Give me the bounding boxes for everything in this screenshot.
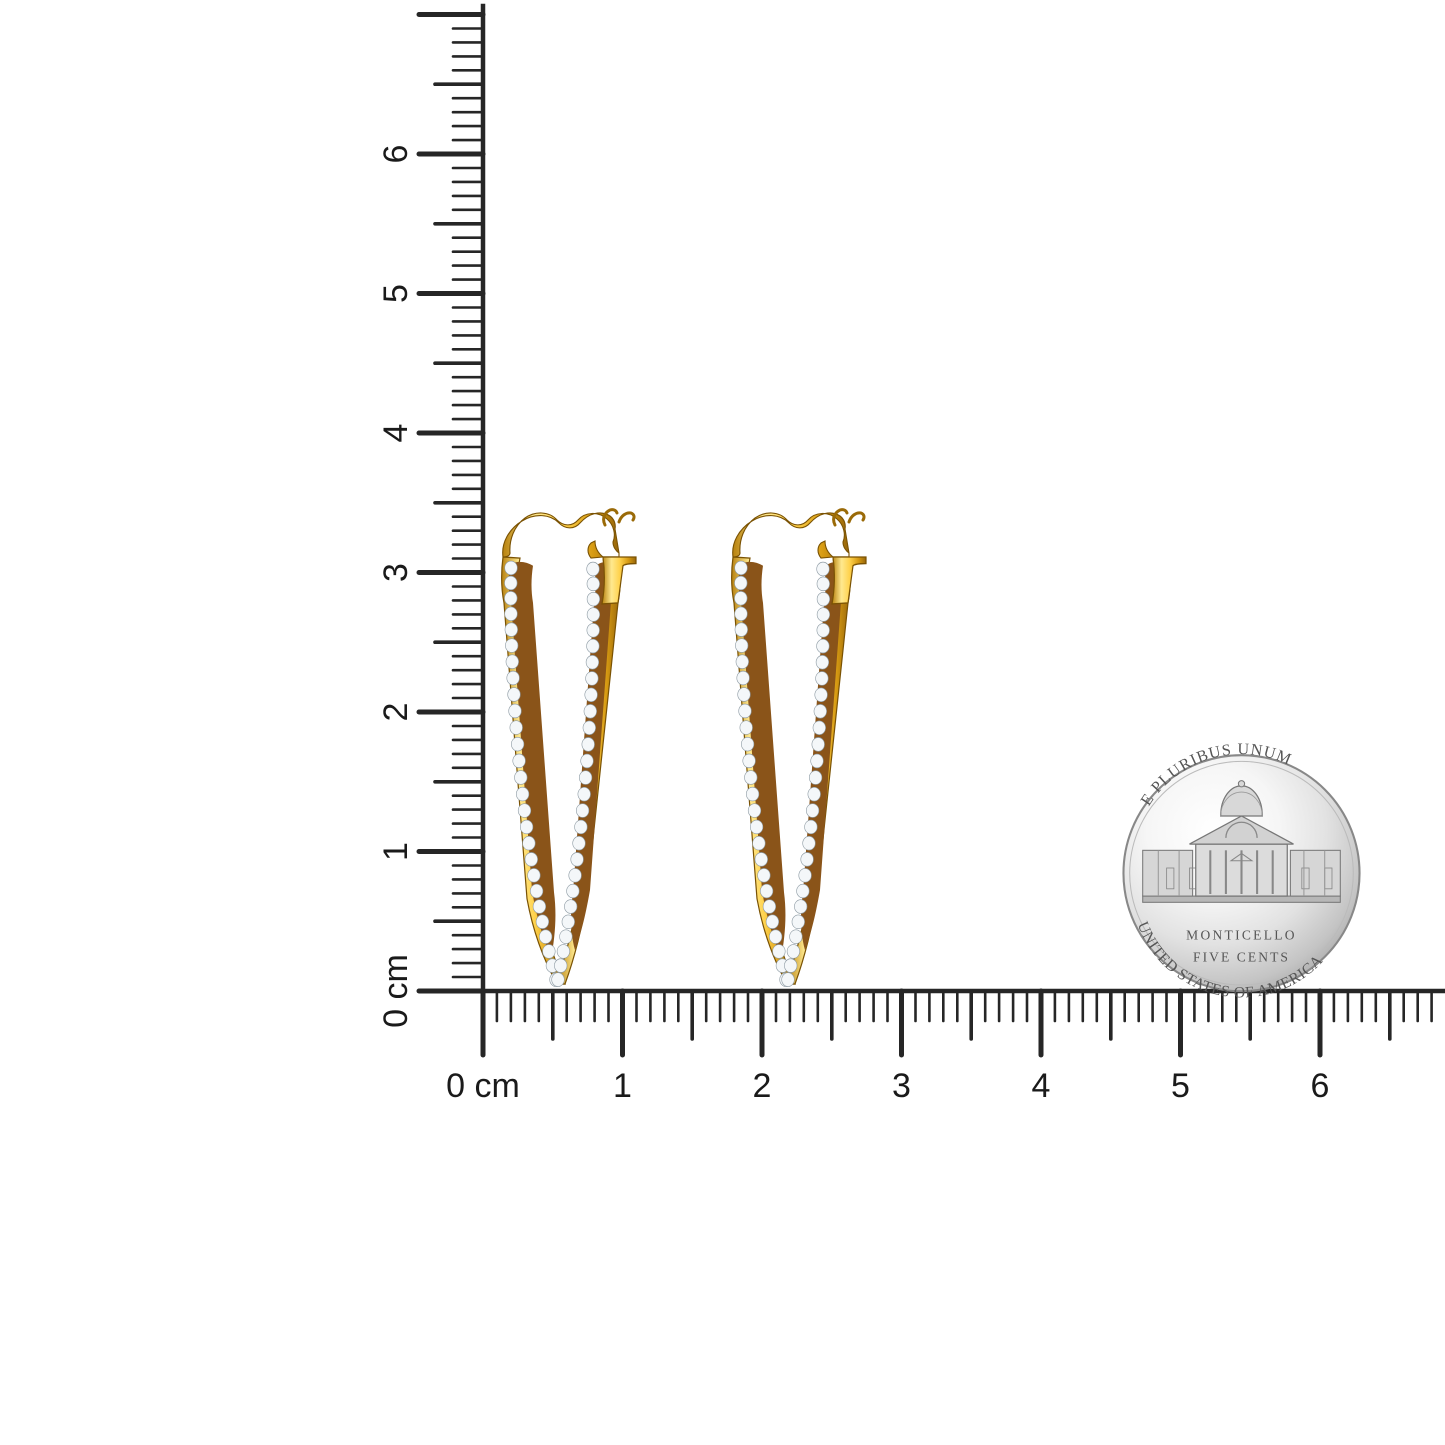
svg-text:4: 4 — [1032, 1067, 1051, 1105]
svg-text:5: 5 — [1171, 1067, 1190, 1105]
svg-text:3: 3 — [892, 1067, 911, 1105]
svg-text:6: 6 — [377, 145, 415, 164]
svg-text:5: 5 — [377, 284, 415, 303]
svg-text:FIVE CENTS: FIVE CENTS — [1193, 950, 1290, 965]
svg-text:1: 1 — [377, 842, 415, 861]
svg-text:0 cm: 0 cm — [446, 1067, 520, 1105]
svg-text:2: 2 — [753, 1067, 772, 1105]
svg-text:4: 4 — [377, 424, 415, 443]
svg-text:2: 2 — [377, 703, 415, 722]
svg-text:3: 3 — [377, 563, 415, 582]
svg-text:MONTICELLO: MONTICELLO — [1186, 928, 1297, 943]
svg-text:0 cm: 0 cm — [377, 954, 415, 1028]
svg-text:6: 6 — [1311, 1067, 1330, 1105]
svg-text:1: 1 — [613, 1067, 632, 1105]
